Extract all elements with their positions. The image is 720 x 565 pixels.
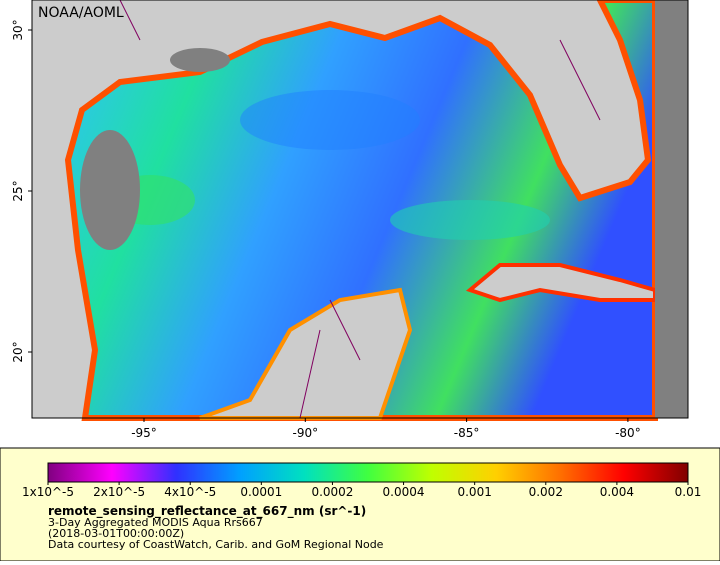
- legend-title: remote_sensing_reflectance_at_667_nm (sr…: [48, 504, 366, 519]
- legend-line: 3-Day Aggregated MODIS Aqua Rrs667: [48, 516, 263, 529]
- ocean-patch: [240, 90, 420, 150]
- colorbar-label: 0.0001: [240, 485, 282, 499]
- ocean: [64, 0, 658, 421]
- lon-label: -85°: [454, 426, 480, 440]
- lat-label: 30°: [11, 19, 25, 40]
- lat-label: 25°: [11, 180, 25, 201]
- ocean-patch: [390, 200, 550, 240]
- colorbar: [47, 462, 689, 483]
- colorbar-label: 0.001: [457, 485, 491, 499]
- colorbar-label: 0.0004: [383, 485, 425, 499]
- colorbar-label: 0.002: [529, 485, 563, 499]
- lon-label: -90°: [292, 426, 318, 440]
- lon-label: -80°: [615, 426, 641, 440]
- colorbar-label: 1x10^-5: [22, 485, 74, 499]
- colorbar-label: 0.004: [600, 485, 634, 499]
- colorbar-label: 0.0002: [311, 485, 353, 499]
- no-data: [655, 0, 688, 418]
- yucatan: [199, 287, 413, 420]
- no-data: [80, 130, 140, 250]
- colorbar-label: 2x10^-5: [93, 485, 145, 499]
- lon-label: -95°: [131, 426, 157, 440]
- map-frame: [31, 0, 689, 419]
- credit: NOAA/AOML: [38, 5, 124, 21]
- lat-label: 20°: [11, 341, 25, 362]
- legend-line: Data courtesy of CoastWatch, Carib. and …: [48, 538, 384, 551]
- no-data: [170, 48, 230, 72]
- colorbar-label: 0.01: [675, 485, 702, 499]
- border: [119, 0, 601, 419]
- legend-line: (2018-03-01T00:00:00Z): [48, 527, 184, 540]
- colorbar-label: 4x10^-5: [164, 485, 216, 499]
- map: NOAA/AOML: [31, 0, 689, 421]
